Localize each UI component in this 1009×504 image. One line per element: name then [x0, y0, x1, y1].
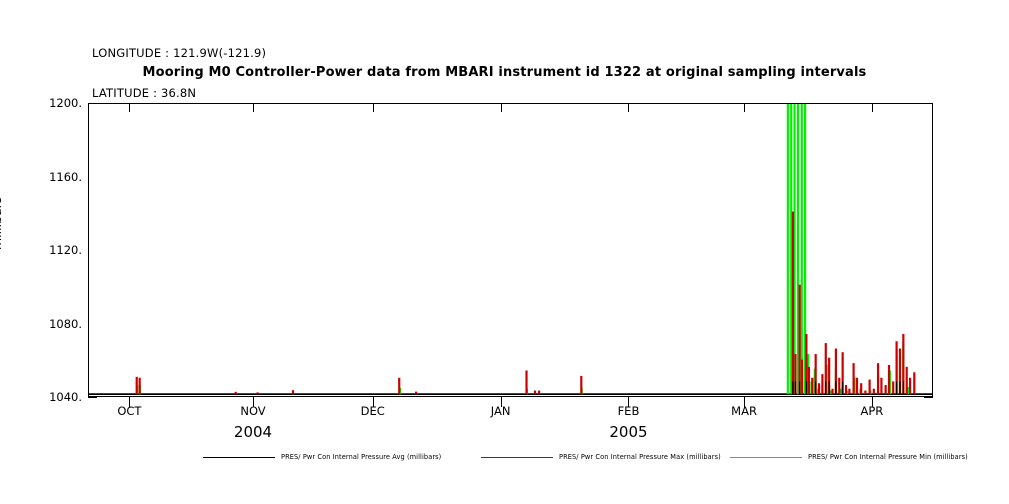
legend-swatch-max — [481, 456, 553, 458]
x-tick-mark — [744, 397, 746, 407]
legend-item[interactable]: PRES/ Pwr Con Internal Pressure Max (mil… — [481, 450, 721, 464]
x-tick-label-month: APR — [860, 404, 884, 418]
latitude-text: LATITUDE : 36.8N — [92, 86, 197, 101]
legend-item[interactable]: PRES/ Pwr Con Internal Pressure Avg (mil… — [203, 450, 441, 464]
x-tick-mark — [500, 397, 502, 407]
x-tick-label-month: FEB — [617, 404, 640, 418]
legend-label: PRES/ Pwr Con Internal Pressure Avg (mil… — [281, 453, 442, 461]
x-tick-mark — [871, 397, 873, 407]
x-tick-mark — [372, 103, 374, 112]
y-tick-mark — [88, 397, 97, 398]
chart-legend: PRES/ Pwr Con Internal Pressure Avg (mil… — [0, 450, 1009, 464]
x-tick-mark — [253, 397, 255, 407]
y-tick-label: 1120. — [49, 243, 82, 257]
x-tick-mark — [628, 397, 630, 407]
x-axis-year-label: 2004 — [233, 423, 273, 441]
y-tick-label: 1160. — [49, 169, 82, 184]
y-tick-label: 1040. — [49, 390, 82, 404]
legend-label: PRES/ Pwr Con Internal Pressure Min (mil… — [808, 453, 968, 461]
legend-label: PRES/ Pwr Con Internal Pressure Max (mil… — [559, 453, 721, 461]
x-tick-mark — [628, 103, 630, 112]
x-tick-label-month: DEC — [360, 404, 385, 418]
x-tick-label-month: NOV — [240, 404, 266, 418]
y-tick-label: 1200. — [49, 96, 82, 110]
x-axis-year-label: 2005 — [609, 423, 648, 441]
x-tick-label-month: OCT — [117, 404, 142, 418]
x-tick-mark — [129, 103, 131, 112]
y-axis-labels: 1040. 1080. 1120. 1160. 1200. — [0, 96, 82, 404]
x-tick-label-month: JAN — [490, 404, 511, 418]
x-tick-mark — [372, 397, 374, 407]
y-tick-label: 1080. — [49, 316, 82, 331]
series-canvas — [89, 104, 932, 395]
x-tick-mark — [500, 103, 502, 112]
legend-swatch-min — [730, 456, 802, 458]
x-tick-label-month: MAR — [731, 404, 757, 418]
x-tick-mark — [871, 103, 873, 112]
legend-swatch-avg — [203, 456, 275, 458]
y-tick-mark-right — [924, 397, 933, 398]
legend-item[interactable]: PRES/ Pwr Con Internal Pressure Min (mil… — [730, 450, 968, 464]
x-tick-mark — [744, 103, 746, 112]
x-tick-mark — [253, 103, 255, 112]
chart-title: Mooring M0 Controller-Power data from MB… — [142, 65, 867, 80]
x-tick-mark — [129, 397, 131, 407]
longitude-text: LONGITUDE : 121.9W(-121.9) — [92, 46, 267, 61]
plot-area — [88, 103, 933, 397]
